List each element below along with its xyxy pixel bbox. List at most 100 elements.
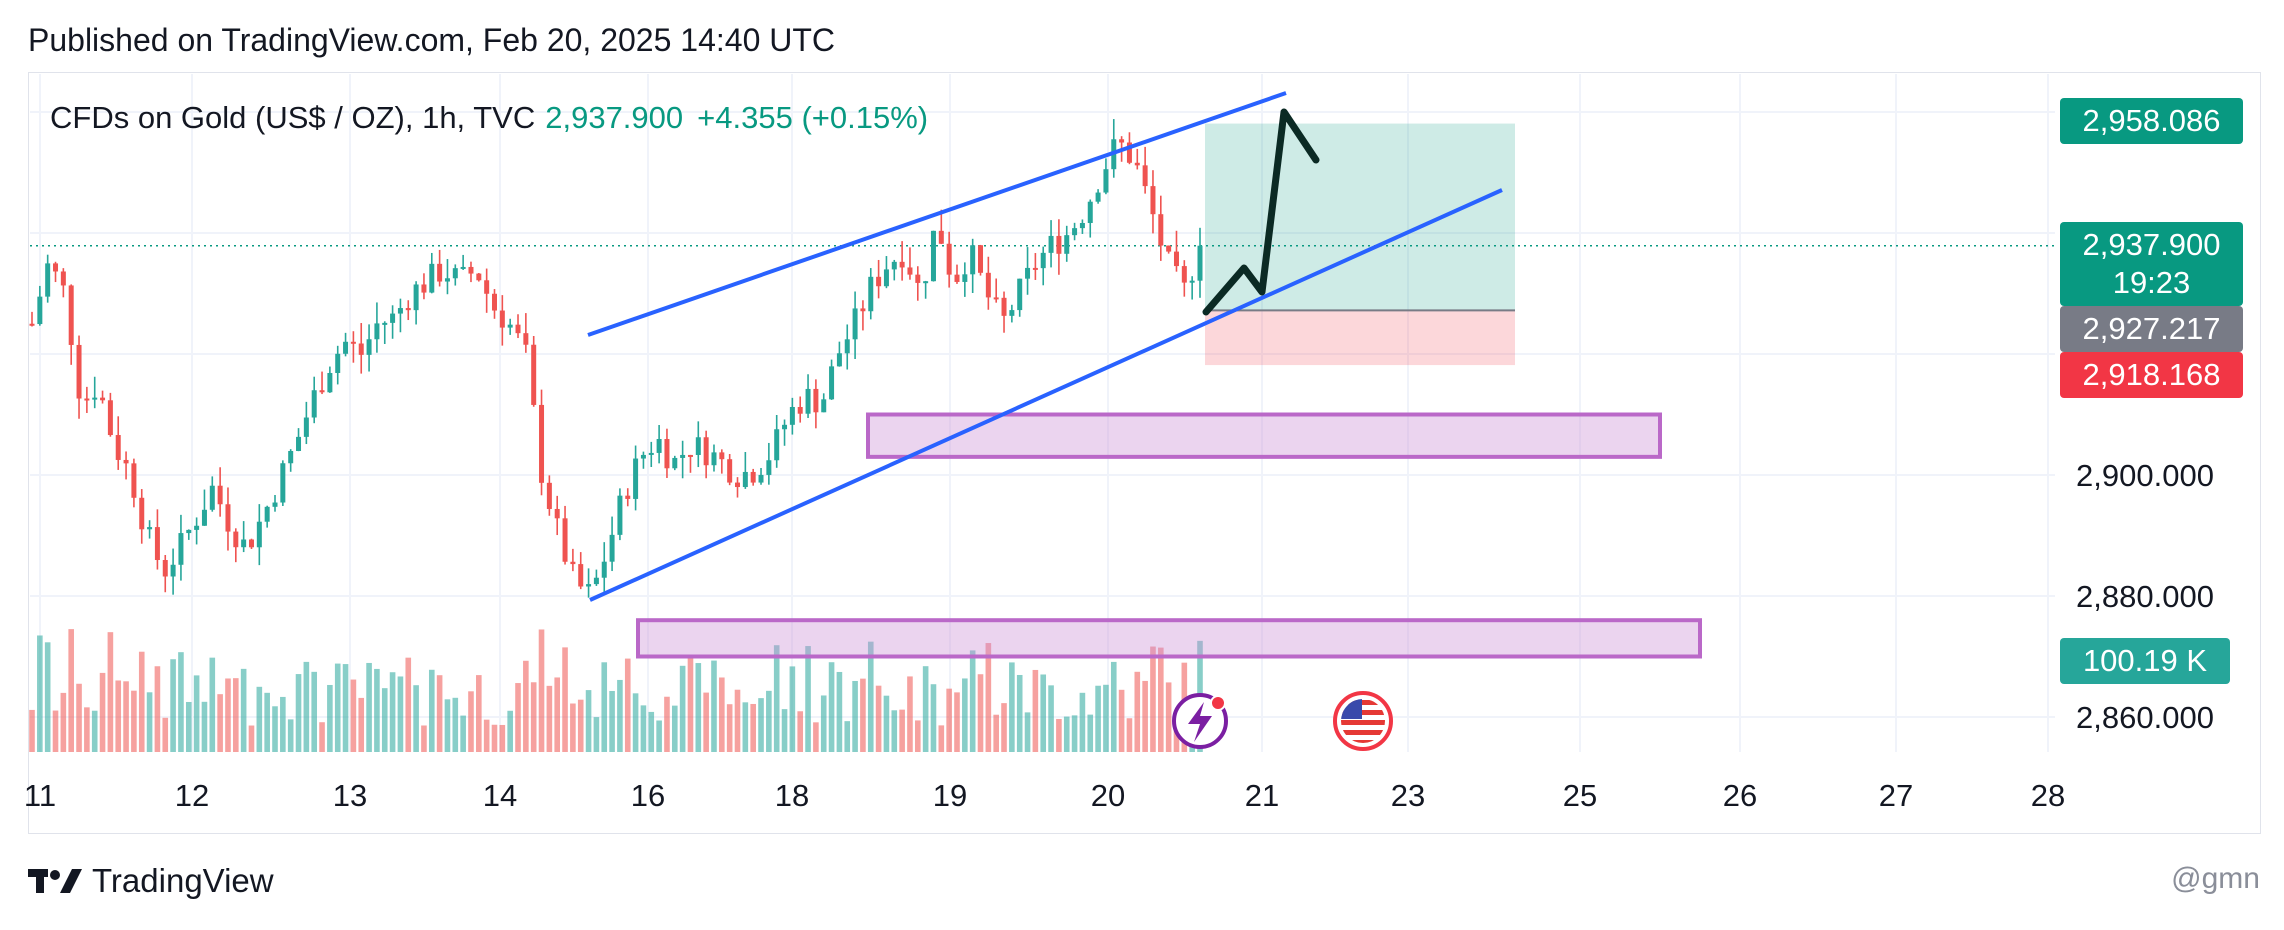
last-price-label: 2,937.900 <box>2082 227 2221 262</box>
candle-body <box>593 577 599 585</box>
volume-bar <box>1142 680 1148 752</box>
volume-bar <box>1063 716 1070 752</box>
candle-body <box>899 261 905 268</box>
volume-bar <box>413 685 419 752</box>
candle-body <box>546 482 552 509</box>
volume-bar <box>76 683 82 752</box>
volume-bar <box>930 684 937 752</box>
candle-body <box>813 388 819 413</box>
volume-bar <box>146 692 153 752</box>
candle-body <box>460 266 466 269</box>
volume-bar <box>1173 722 1180 752</box>
us-flag-event-icon[interactable] <box>1333 691 1393 751</box>
lightning-event-icon[interactable] <box>1172 693 1228 749</box>
volume-bar <box>178 652 184 752</box>
volume-bar <box>1087 714 1094 752</box>
chart-frame <box>28 72 2261 834</box>
volume-bar <box>867 641 874 752</box>
candle-body <box>358 343 364 355</box>
volume-bar <box>350 679 357 752</box>
volume-bar <box>781 709 788 752</box>
candle-body <box>53 263 59 272</box>
candle-body <box>1126 142 1132 163</box>
legend-price: 2,937.900 <box>545 100 684 135</box>
candle-body <box>1197 245 1203 281</box>
candle-body <box>515 324 521 334</box>
time-tick-label: 11 <box>24 778 56 813</box>
candle-body <box>1064 235 1070 254</box>
candle-body <box>1181 266 1187 283</box>
channel-lower-line <box>589 188 1503 602</box>
candle-body <box>92 397 98 400</box>
volume-bar <box>107 632 114 752</box>
candle-body <box>225 504 231 532</box>
volume-bar <box>1118 689 1125 752</box>
volume-bar <box>499 724 506 752</box>
volume-bar <box>468 691 474 752</box>
candle-body <box>303 417 309 437</box>
symbol-legend[interactable]: CFDs on Gold (US$ / OZ), 1h, TVC 2,937.90… <box>50 100 928 136</box>
candle-body <box>154 527 160 561</box>
candle-body <box>601 561 607 578</box>
candle-body <box>374 323 380 340</box>
target-price-tag: 2,958.086 <box>2060 98 2243 144</box>
candle-body <box>335 353 341 373</box>
volume-bar <box>233 678 239 752</box>
zone-lower <box>636 618 1702 659</box>
volume-bar <box>1079 692 1086 752</box>
legend-change: +4.355 (+0.15%) <box>697 100 929 135</box>
volume-bar <box>342 664 349 752</box>
candle-body <box>1001 297 1007 316</box>
candle-body <box>1119 139 1125 143</box>
volume-bar <box>209 657 216 752</box>
volume-bar <box>734 689 741 752</box>
candle-body <box>664 439 670 469</box>
volume-bar <box>585 690 592 752</box>
volume-bar <box>711 660 717 752</box>
candle-body <box>578 564 584 587</box>
zone-upper <box>866 412 1662 459</box>
candle-body <box>280 463 286 503</box>
candle-body <box>836 353 842 367</box>
tradingview-logo[interactable]: TradingView <box>28 862 274 900</box>
candle-body <box>562 518 568 562</box>
tradingview-logo-icon <box>28 869 82 893</box>
volume-bar <box>632 693 639 752</box>
candle-body <box>797 406 803 414</box>
candle-body <box>954 274 960 282</box>
candle-body <box>907 267 913 275</box>
volume-bar <box>138 651 145 752</box>
candle-body <box>390 313 396 323</box>
volume-bar <box>366 662 372 752</box>
volume-bar <box>844 721 851 752</box>
volume-bar <box>185 701 192 752</box>
volume-bar <box>217 694 223 752</box>
candle-body <box>672 457 678 469</box>
candle-body <box>131 463 137 498</box>
volume-bar <box>1126 718 1133 752</box>
candle-body <box>429 263 435 293</box>
candle-body <box>499 310 505 328</box>
volume-bar <box>875 685 882 752</box>
candle-body <box>1048 235 1054 253</box>
time-tick-label: 27 <box>1879 778 1913 813</box>
candle-body <box>750 471 756 483</box>
volume-bar <box>421 725 427 752</box>
volume-bar <box>1056 718 1062 752</box>
volume-bar <box>29 709 35 752</box>
volume-bar <box>405 657 412 752</box>
candle-body <box>147 527 153 530</box>
candle-body <box>523 333 529 345</box>
candle-body <box>444 278 450 282</box>
candle-body <box>1032 267 1038 270</box>
volume-bar <box>664 696 670 752</box>
candle-body <box>805 388 811 414</box>
volume-bar <box>609 690 615 752</box>
candle-body <box>1017 278 1023 311</box>
candle-body <box>162 560 168 577</box>
volume-bar <box>617 679 623 752</box>
volume-bar <box>946 688 952 752</box>
candle-body <box>985 272 991 298</box>
time-tick-label: 28 <box>2031 778 2065 813</box>
